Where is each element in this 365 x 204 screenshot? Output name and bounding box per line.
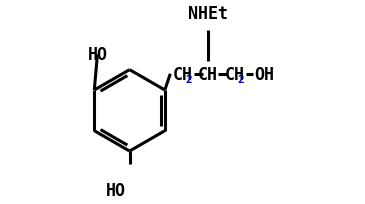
Text: 2: 2 (237, 75, 244, 85)
Text: 2: 2 (185, 75, 192, 85)
Text: HO: HO (88, 46, 108, 64)
Text: NHEt: NHEt (188, 5, 228, 23)
Text: CH: CH (224, 65, 245, 83)
Text: CH: CH (198, 65, 218, 83)
Text: OH: OH (254, 65, 274, 83)
Text: HO: HO (106, 181, 126, 199)
Text: CH: CH (173, 65, 192, 83)
